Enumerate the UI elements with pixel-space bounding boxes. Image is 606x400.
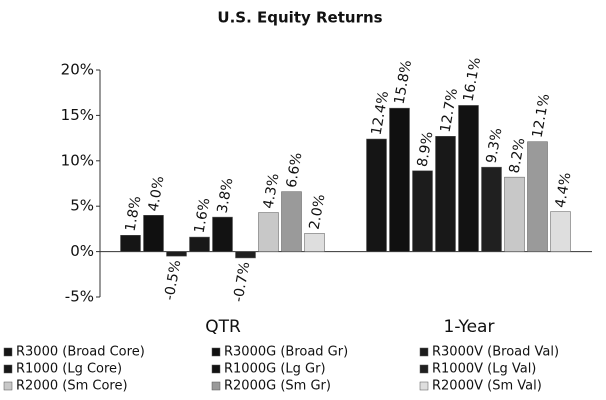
legend-swatch [419,364,429,374]
value-label: 2.0% [307,193,329,231]
bar [481,166,502,252]
bar [281,191,302,252]
legend-swatch [211,347,221,357]
bar [527,141,548,252]
y-tick-label: 20% [61,61,94,79]
value-label: 6.6% [284,151,306,189]
value-label: 12.1% [530,93,553,140]
legend-label: R2000V (Sm Val) [432,379,542,394]
value-label: 8.2% [507,137,529,175]
bar [304,233,325,252]
value-label: 3.8% [215,177,237,215]
chart-title: U.S. Equity Returns [217,9,382,27]
bar [258,212,279,252]
value-label: -0.7% [231,261,254,304]
bar [189,236,210,252]
value-label: 4.4% [553,171,575,209]
bar [120,235,141,252]
bar [166,251,187,257]
legend-label: R1000 (Lg Core) [16,362,122,377]
value-label: 4.0% [146,175,168,213]
y-tick-label: 10% [61,151,94,169]
bar [366,138,387,252]
legend-label: R3000V (Broad Val) [432,345,559,360]
value-label: 16.1% [461,56,484,103]
value-label: 4.3% [261,172,283,210]
legend-label: R2000 (Sm Core) [16,379,128,394]
value-label: 12.4% [369,90,392,137]
y-tick-label: 15% [61,106,94,124]
bar [458,105,479,252]
y-tick-label: 0% [70,242,94,260]
x-tick-label: QTR [205,317,241,337]
value-label: -0.5% [162,259,185,302]
bar [435,136,456,252]
value-label: 15.8% [392,59,415,106]
bar [550,211,571,252]
value-label: 9.3% [484,127,506,165]
x-tick-label: 1-Year [444,317,495,337]
legend-label: R1000G (Lg Gr) [224,362,326,377]
legend-label: R1000V (Lg Val) [432,362,536,377]
legend-swatch [3,347,13,357]
legend-swatch [211,364,221,374]
bar [235,251,256,259]
legend-label: R3000G (Broad Gr) [224,345,348,360]
legend-swatch [211,381,221,391]
value-label: 12.7% [438,87,461,134]
bar [504,176,525,252]
legend-swatch [419,347,429,357]
legend-swatch [3,381,13,391]
value-label: 8.9% [415,130,437,168]
bar [143,215,164,252]
bar [412,170,433,252]
bar [212,216,233,252]
value-label: 1.8% [123,195,145,233]
legend-swatch [3,364,13,374]
value-label: 1.6% [192,197,214,235]
legend-label: R3000 (Broad Core) [16,345,145,360]
legend-label: R2000G (Sm Gr) [224,379,331,394]
y-tick-label: 5% [70,197,94,215]
legend-swatch [419,381,429,391]
y-tick-label: -5% [65,288,94,306]
bar [389,107,410,252]
